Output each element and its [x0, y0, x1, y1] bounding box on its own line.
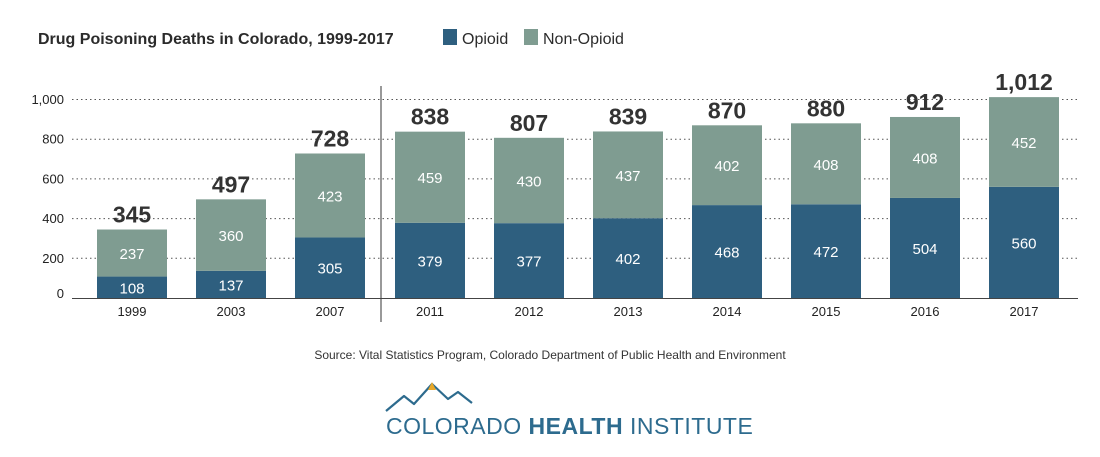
bar-opioid-2014 [692, 205, 762, 298]
label-opioid-1999: 108 [119, 280, 144, 297]
total-label-2014: 870 [708, 97, 746, 123]
x-axis: 1999 2003 2007 2011 2012 2013 2014 2015 2016 2017 [118, 304, 1039, 319]
bar-non-opioid-2012 [494, 137, 564, 224]
label-non-opioid-2014: 402 [714, 158, 739, 175]
legend: Opioid Non-Opioid [443, 29, 624, 48]
label-opioid-2014: 468 [714, 245, 739, 262]
total-label-2011: 838 [411, 104, 450, 130]
sun-icon [428, 382, 436, 390]
total-label-1999: 345 [113, 202, 152, 228]
bar-non-opioid-2013 [593, 131, 663, 219]
bar-opioid-2007 [295, 237, 365, 298]
total-label-2017: 1,012 [995, 69, 1053, 95]
label-non-opioid-2015: 408 [813, 157, 838, 174]
bar-non-opioid-2016 [890, 116, 960, 198]
total-label-2013: 839 [609, 103, 647, 129]
x-tick-label: 2016 [911, 304, 940, 319]
logo-wordmark: COLORADO HEALTH INSTITUTE [386, 413, 753, 439]
label-non-opioid-2016: 408 [912, 150, 937, 167]
label-opioid-2012: 377 [516, 254, 541, 271]
source-note: Source: Vital Statistics Program, Colora… [314, 348, 786, 362]
bar-non-opioid-2007 [295, 153, 365, 238]
label-non-opioid-2007: 423 [317, 188, 342, 205]
label-opioid-2003: 137 [218, 277, 243, 294]
total-label-2015: 880 [807, 95, 845, 121]
y-tick-label: 400 [42, 211, 64, 226]
y-tick-label: 1,000 [31, 92, 64, 107]
x-tick-label: 2007 [316, 304, 345, 319]
total-label-2016: 912 [906, 89, 944, 115]
total-label-2003: 497 [212, 171, 250, 197]
legend-swatch-opioid [443, 29, 457, 45]
label-non-opioid-2017: 452 [1011, 135, 1036, 152]
bar-non-opioid-1999 [97, 229, 167, 277]
label-opioid-2007: 305 [317, 261, 342, 278]
x-tick-label: 2003 [217, 304, 246, 319]
y-tick-label: 800 [42, 132, 64, 147]
y-axis: 0 200 400 600 800 1,000 [31, 92, 64, 301]
label-opioid-2016: 504 [912, 241, 937, 258]
x-tick-label: 2015 [812, 304, 841, 319]
label-non-opioid-2013: 437 [615, 168, 640, 185]
x-tick-label: 2011 [416, 304, 444, 319]
bar-opioid-2017 [989, 186, 1059, 298]
bar-opioid-2016 [890, 197, 960, 298]
legend-label-opioid: Opioid [462, 31, 508, 48]
label-opioid-2013: 402 [615, 251, 640, 268]
chart-title: Drug Poisoning Deaths in Colorado, 1999-… [38, 31, 394, 48]
bar-non-opioid-2014 [692, 125, 762, 206]
x-tick-label: 2017 [1010, 304, 1039, 319]
label-opioid-2011: 379 [417, 253, 442, 270]
total-label-2007: 728 [311, 125, 350, 151]
colorado-health-institute-logo: COLORADO HEALTH INSTITUTE [385, 382, 753, 439]
legend-label-non-opioid: Non-Opioid [543, 31, 624, 48]
bars [97, 97, 1059, 298]
y-tick-label: 600 [42, 171, 64, 186]
bar-opioid-1999 [97, 276, 167, 298]
legend-swatch-non-opioid [524, 29, 538, 45]
label-non-opioid-1999: 237 [119, 246, 144, 263]
bar-opioid-2015 [791, 204, 861, 298]
x-tick-label: 1999 [118, 304, 147, 319]
bar-opioid-2011 [395, 222, 465, 298]
bar-non-opioid-2015 [791, 123, 861, 205]
data-labels: 108 237 345 137 360 497 305 423 728 379 459 838 377 4… [113, 69, 1053, 297]
bar-non-opioid-2017 [989, 97, 1059, 187]
label-opioid-2017: 560 [1011, 235, 1036, 252]
label-non-opioid-2003: 360 [218, 228, 243, 245]
x-tick-label: 2014 [713, 304, 742, 319]
bar-non-opioid-2003 [196, 199, 266, 271]
y-tick-label: 200 [42, 251, 64, 266]
y-tick-label: 0 [57, 286, 64, 301]
x-tick-label: 2013 [614, 304, 643, 319]
bar-opioid-2013 [593, 218, 663, 298]
bar-opioid-2003 [196, 270, 266, 298]
x-tick-label: 2012 [515, 304, 544, 319]
label-opioid-2015: 472 [813, 244, 838, 261]
total-label-2012: 807 [510, 110, 548, 136]
bar-opioid-2012 [494, 223, 564, 298]
bar-non-opioid-2011 [395, 131, 465, 223]
label-non-opioid-2012: 430 [516, 173, 541, 190]
label-non-opioid-2011: 459 [417, 170, 442, 187]
